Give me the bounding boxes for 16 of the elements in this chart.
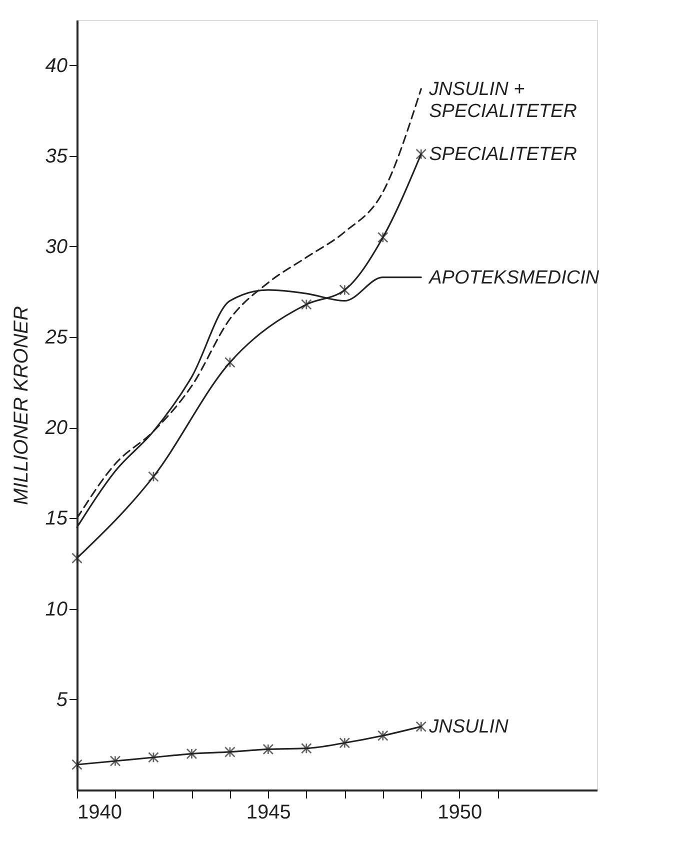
series-label: SPECIALITETER — [429, 144, 578, 166]
x-tick-label: 1945 — [246, 802, 291, 824]
series-label: APOTEKSMEDICIN — [428, 267, 600, 288]
y-tick-label: 35 — [45, 145, 68, 168]
y-tick-label: 25 — [44, 326, 68, 349]
series-label: JNSULIN — [428, 716, 509, 738]
x-tick-label: 1940 — [78, 802, 122, 824]
y-tick-label: 30 — [45, 236, 68, 258]
y-tick-label: 10 — [45, 598, 68, 620]
series-label: JNSULIN + SPECIALITETER — [428, 78, 578, 122]
y-tick-label: 40 — [45, 54, 68, 77]
y-tick-label: 15 — [45, 508, 68, 530]
y-axis-title: MILLIONER KRONER — [10, 306, 32, 505]
y-tick-label: 20 — [44, 417, 68, 440]
x-tick-label: 1950 — [438, 802, 482, 824]
y-tick-label: 5 — [56, 688, 68, 711]
